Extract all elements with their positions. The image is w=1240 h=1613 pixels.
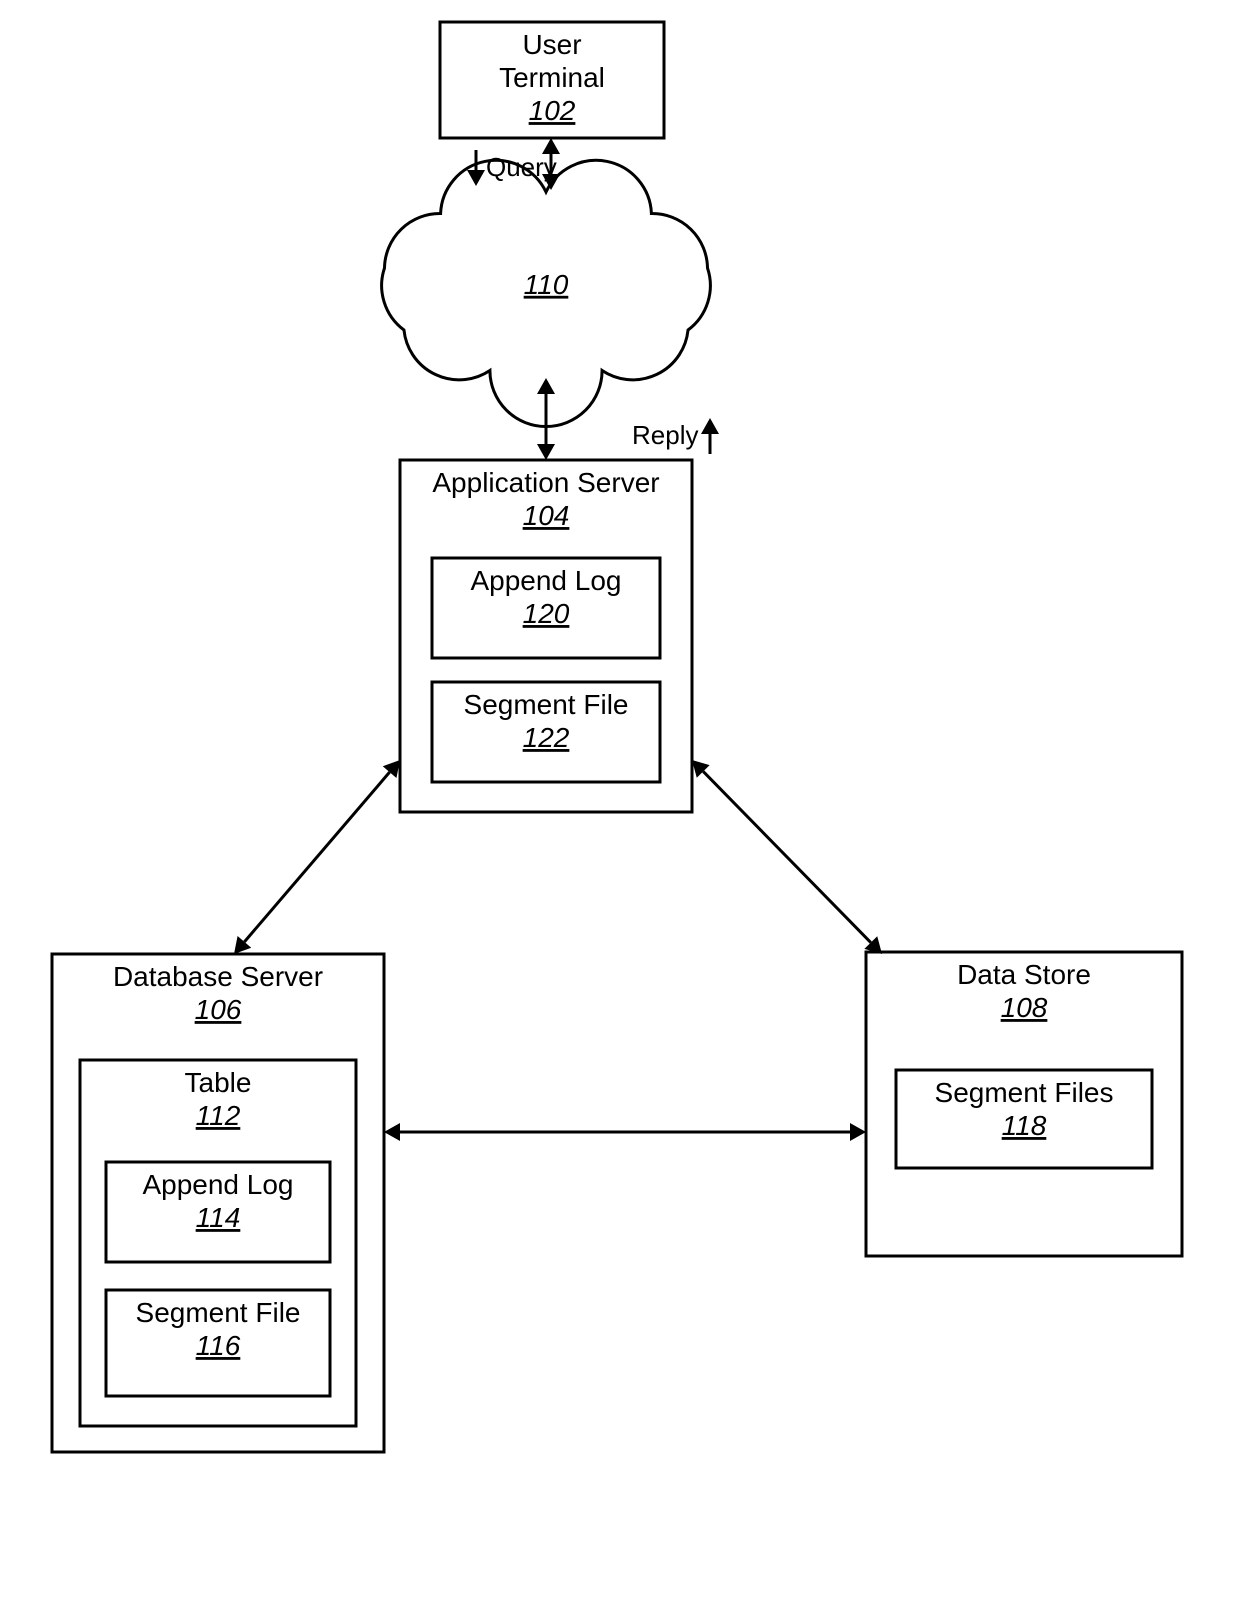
ref-number: 102 bbox=[529, 95, 576, 126]
svg-text:Data Store: Data Store bbox=[957, 959, 1091, 990]
svg-text:Terminal: Terminal bbox=[499, 62, 605, 93]
ref-number: 122 bbox=[523, 722, 570, 753]
ref-number: 116 bbox=[196, 1330, 241, 1361]
reply-label: Reply bbox=[632, 420, 698, 450]
ref-number: 120 bbox=[523, 598, 570, 629]
svg-text:Segment Files: Segment Files bbox=[935, 1077, 1114, 1108]
arrowhead-icon bbox=[701, 418, 719, 434]
svg-text:Segment File: Segment File bbox=[464, 689, 629, 720]
edge bbox=[244, 772, 389, 942]
svg-text:Append Log: Append Log bbox=[470, 565, 621, 596]
svg-text:Application Server: Application Server bbox=[432, 467, 659, 498]
ref-number: 108 bbox=[1001, 992, 1048, 1023]
svg-text:Segment File: Segment File bbox=[136, 1297, 301, 1328]
arrowhead-icon bbox=[537, 444, 555, 460]
ref-number: 106 bbox=[195, 994, 242, 1025]
edge bbox=[703, 771, 871, 942]
ref-number: 118 bbox=[1002, 1110, 1047, 1141]
ref-number: 112 bbox=[196, 1100, 241, 1131]
query-label: Query bbox=[486, 152, 557, 182]
svg-text:Table: Table bbox=[185, 1067, 252, 1098]
arrowhead-icon bbox=[384, 1123, 400, 1141]
arrowhead-icon bbox=[850, 1123, 866, 1141]
ref-number: 110 bbox=[524, 269, 569, 300]
ref-number: 104 bbox=[523, 500, 570, 531]
svg-text:Database Server: Database Server bbox=[113, 961, 323, 992]
svg-text:User: User bbox=[522, 29, 581, 60]
svg-text:Append Log: Append Log bbox=[142, 1169, 293, 1200]
ref-number: 114 bbox=[196, 1202, 241, 1233]
